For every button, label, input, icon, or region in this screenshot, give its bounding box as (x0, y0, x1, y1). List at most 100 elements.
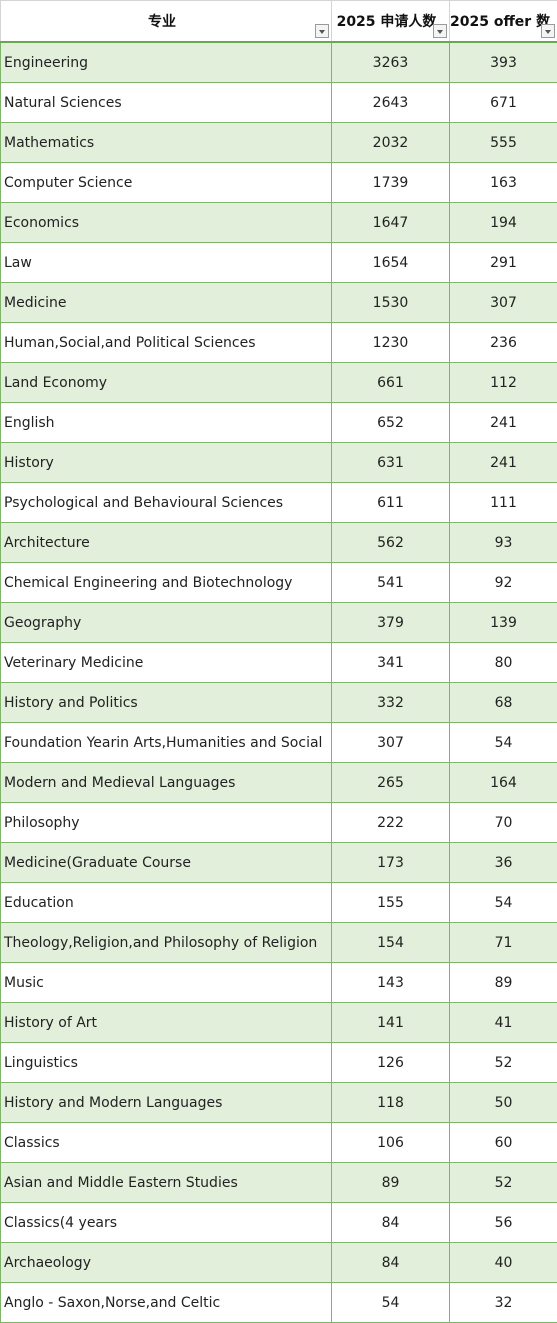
header-applicants[interactable]: 2025 申请人数 (332, 1, 450, 43)
cell-applicants[interactable]: 379 (332, 603, 450, 643)
cell-offers[interactable]: 93 (450, 523, 557, 563)
cell-major[interactable]: Natural Sciences (1, 83, 332, 123)
cell-offers[interactable]: 41 (450, 1003, 557, 1043)
cell-major[interactable]: Anglo - Saxon,Norse,and Celtic (1, 1283, 332, 1323)
filter-dropdown-icon[interactable] (433, 24, 447, 38)
cell-offers[interactable]: 71 (450, 923, 557, 963)
cell-offers[interactable]: 194 (450, 203, 557, 243)
cell-applicants[interactable]: 222 (332, 803, 450, 843)
header-offers[interactable]: 2025 offer 数 (450, 1, 557, 43)
cell-offers[interactable]: 241 (450, 443, 557, 483)
cell-offers[interactable]: 68 (450, 683, 557, 723)
cell-offers[interactable]: 36 (450, 843, 557, 883)
cell-major[interactable]: Classics (1, 1123, 332, 1163)
cell-applicants[interactable]: 307 (332, 723, 450, 763)
cell-major[interactable]: History of Art (1, 1003, 332, 1043)
cell-applicants[interactable]: 1230 (332, 323, 450, 363)
cell-offers[interactable]: 393 (450, 42, 557, 83)
cell-major[interactable]: Engineering (1, 42, 332, 83)
cell-offers[interactable]: 89 (450, 963, 557, 1003)
cell-offers[interactable]: 52 (450, 1163, 557, 1203)
cell-applicants[interactable]: 126 (332, 1043, 450, 1083)
cell-applicants[interactable]: 661 (332, 363, 450, 403)
cell-major[interactable]: Theology,Religion,and Philosophy of Reli… (1, 923, 332, 963)
cell-major[interactable]: Law (1, 243, 332, 283)
cell-applicants[interactable]: 1530 (332, 283, 450, 323)
cell-applicants[interactable]: 173 (332, 843, 450, 883)
cell-applicants[interactable]: 332 (332, 683, 450, 723)
cell-major[interactable]: Architecture (1, 523, 332, 563)
cell-major[interactable]: Music (1, 963, 332, 1003)
cell-major[interactable]: History (1, 443, 332, 483)
cell-offers[interactable]: 307 (450, 283, 557, 323)
cell-offers[interactable]: 671 (450, 83, 557, 123)
cell-offers[interactable]: 555 (450, 123, 557, 163)
cell-applicants[interactable]: 54 (332, 1283, 450, 1323)
cell-major[interactable]: Veterinary Medicine (1, 643, 332, 683)
cell-major[interactable]: Asian and Middle Eastern Studies (1, 1163, 332, 1203)
cell-applicants[interactable]: 2643 (332, 83, 450, 123)
cell-applicants[interactable]: 1739 (332, 163, 450, 203)
cell-offers[interactable]: 92 (450, 563, 557, 603)
cell-major[interactable]: Foundation Yearin Arts,Humanities and So… (1, 723, 332, 763)
cell-major[interactable]: Economics (1, 203, 332, 243)
cell-major[interactable]: Geography (1, 603, 332, 643)
cell-offers[interactable]: 50 (450, 1083, 557, 1123)
filter-dropdown-icon[interactable] (541, 24, 555, 38)
cell-major[interactable]: Mathematics (1, 123, 332, 163)
cell-offers[interactable]: 60 (450, 1123, 557, 1163)
cell-applicants[interactable]: 265 (332, 763, 450, 803)
header-major[interactable]: 专业 (1, 1, 332, 43)
cell-offers[interactable]: 236 (450, 323, 557, 363)
cell-major[interactable]: Medicine (1, 283, 332, 323)
cell-applicants[interactable]: 611 (332, 483, 450, 523)
cell-applicants[interactable]: 106 (332, 1123, 450, 1163)
cell-applicants[interactable]: 89 (332, 1163, 450, 1203)
cell-offers[interactable]: 40 (450, 1243, 557, 1283)
cell-major[interactable]: Education (1, 883, 332, 923)
cell-major[interactable]: History and Politics (1, 683, 332, 723)
cell-offers[interactable]: 112 (450, 363, 557, 403)
cell-applicants[interactable]: 3263 (332, 42, 450, 83)
cell-applicants[interactable]: 84 (332, 1243, 450, 1283)
cell-applicants[interactable]: 143 (332, 963, 450, 1003)
cell-applicants[interactable]: 652 (332, 403, 450, 443)
cell-applicants[interactable]: 154 (332, 923, 450, 963)
filter-dropdown-icon[interactable] (315, 24, 329, 38)
cell-applicants[interactable]: 155 (332, 883, 450, 923)
cell-offers[interactable]: 164 (450, 763, 557, 803)
cell-offers[interactable]: 52 (450, 1043, 557, 1083)
cell-offers[interactable]: 56 (450, 1203, 557, 1243)
cell-offers[interactable]: 80 (450, 643, 557, 683)
cell-major[interactable]: Psychological and Behavioural Sciences (1, 483, 332, 523)
cell-major[interactable]: English (1, 403, 332, 443)
cell-applicants[interactable]: 341 (332, 643, 450, 683)
cell-applicants[interactable]: 141 (332, 1003, 450, 1043)
cell-major[interactable]: Land Economy (1, 363, 332, 403)
cell-applicants[interactable]: 631 (332, 443, 450, 483)
cell-offers[interactable]: 70 (450, 803, 557, 843)
cell-applicants[interactable]: 84 (332, 1203, 450, 1243)
cell-major[interactable]: Classics(4 years (1, 1203, 332, 1243)
cell-major[interactable]: Chemical Engineering and Biotechnology (1, 563, 332, 603)
cell-major[interactable]: Linguistics (1, 1043, 332, 1083)
cell-major[interactable]: Modern and Medieval Languages (1, 763, 332, 803)
cell-major[interactable]: History and Modern Languages (1, 1083, 332, 1123)
cell-applicants[interactable]: 2032 (332, 123, 450, 163)
cell-major[interactable]: Archaeology (1, 1243, 332, 1283)
cell-offers[interactable]: 111 (450, 483, 557, 523)
cell-applicants[interactable]: 541 (332, 563, 450, 603)
cell-major[interactable]: Medicine(Graduate Course (1, 843, 332, 883)
cell-applicants[interactable]: 562 (332, 523, 450, 563)
cell-applicants[interactable]: 1647 (332, 203, 450, 243)
cell-applicants[interactable]: 118 (332, 1083, 450, 1123)
cell-offers[interactable]: 32 (450, 1283, 557, 1323)
cell-offers[interactable]: 241 (450, 403, 557, 443)
cell-major[interactable]: Computer Science (1, 163, 332, 203)
cell-offers[interactable]: 291 (450, 243, 557, 283)
cell-offers[interactable]: 163 (450, 163, 557, 203)
cell-applicants[interactable]: 1654 (332, 243, 450, 283)
cell-major[interactable]: Human,Social,and Political Sciences (1, 323, 332, 363)
cell-offers[interactable]: 54 (450, 883, 557, 923)
cell-offers[interactable]: 139 (450, 603, 557, 643)
